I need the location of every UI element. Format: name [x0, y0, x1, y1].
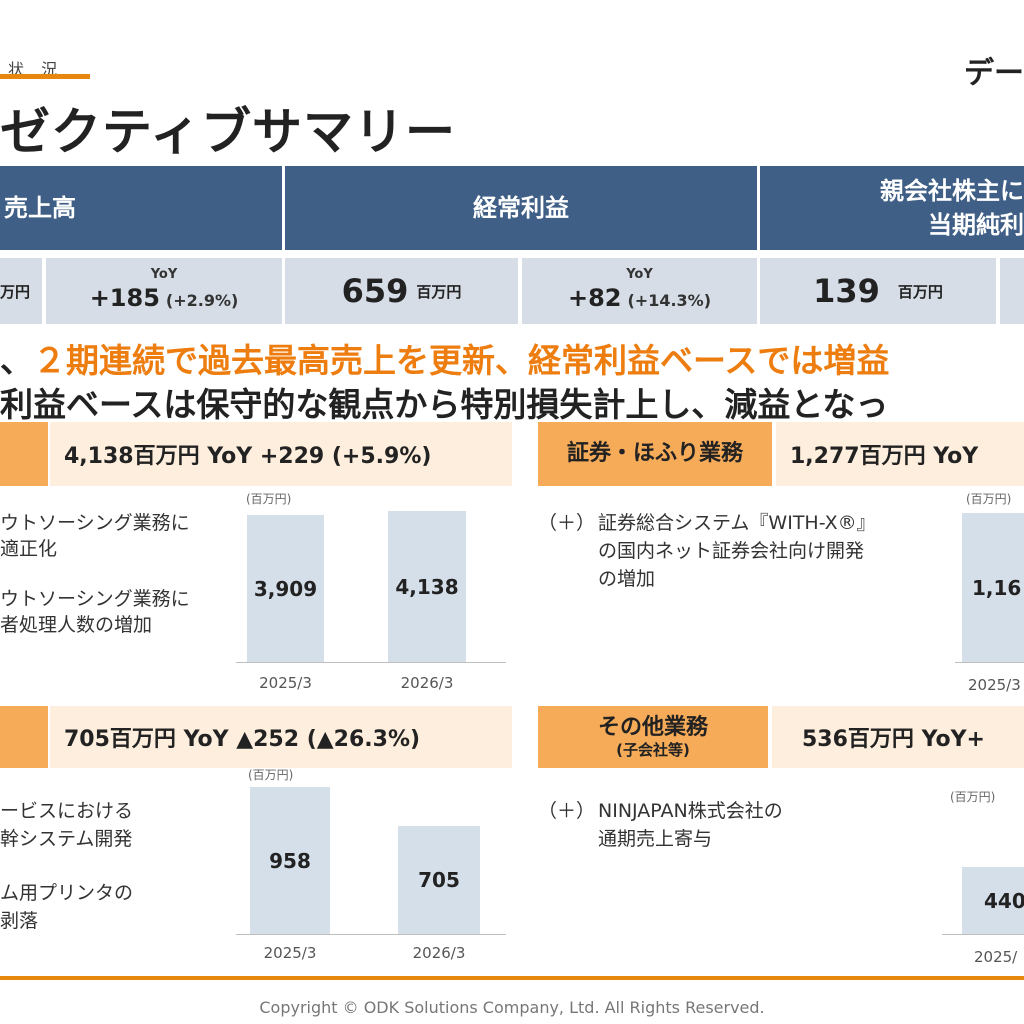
segment2-bullet-marker: （＋） — [538, 512, 596, 534]
chart1-xlabel-2: 2026/3 — [400, 674, 454, 692]
segment1-bullet-3: ウトソーシング業務に — [0, 588, 190, 610]
kpi-net-value: 139 — [813, 272, 880, 310]
chart1-unit-label: (百万円) — [246, 492, 292, 506]
kpi-net-yoy-cell — [1000, 258, 1024, 324]
headline-line1: 、２期連続で過去最高売上を更新、経常利益ベースでは増益 — [0, 334, 889, 382]
chart2-axis — [955, 662, 1024, 663]
kpi-header-sales: 売上高 — [0, 166, 282, 250]
chart1-xlabel-1: 2025/3 — [259, 674, 312, 692]
segment2-name: 証券・ほふり業務 — [538, 422, 772, 486]
kpi-ordinary-value-cell: 659 百万円 — [285, 258, 518, 324]
chart4-bar-1: 440 — [962, 867, 1024, 934]
segment1-name — [0, 422, 48, 486]
kpi-ordinary-yoy-value: +82 — [567, 283, 622, 312]
kpi-sales-unit: 万円 — [0, 282, 31, 301]
kpi-header-net-line1: 親会社株主に — [880, 177, 1024, 205]
chart3-bar-2-label: 705 — [418, 868, 460, 892]
page-title: ゼクティブサマリー — [0, 103, 456, 161]
segment4-name-sub: (子会社等) — [616, 741, 690, 759]
kpi-sales-value-cell: 万円 — [0, 258, 42, 324]
segment2-bullet-2: の国内ネット証券会社向け開発 — [598, 540, 865, 562]
segment3-bullet-1: ービスにおける — [0, 800, 134, 822]
chart4-unit-label: (百万円) — [950, 790, 996, 804]
segment3-bullet-3: ム用プリンタの — [0, 882, 134, 904]
chart3-xlabel-1: 2025/3 — [263, 944, 317, 962]
kpi-sales-yoy-value: +185 — [89, 283, 160, 312]
chart1-bar-1: 3,909 — [247, 515, 324, 662]
chart2-xlabel-1: 2025/3 — [968, 676, 1021, 694]
segment1-value: 4,138百万円 YoY +229 (+5.9%) — [50, 422, 512, 486]
chart3-bar-1: 958 — [250, 787, 330, 934]
segment3-bullet-2: 幹システム開発 — [0, 828, 133, 850]
segment3-bullet-4: 剥落 — [0, 910, 39, 932]
headline-line2: 利益ベースは保守的な観点から特別損失計上し、減益となっ — [0, 385, 889, 424]
chart4-xlabel-1: 2025/ — [974, 948, 1018, 966]
segment1-bullet-2: 適正化 — [0, 538, 58, 560]
segment2-bullet-1: 証券総合システム『WITH-X®』 — [598, 512, 876, 534]
segment4-bullet-2: 通期売上寄与 — [598, 828, 713, 850]
chart4-bar-1-label: 440 — [984, 888, 1024, 913]
chart2-unit-label: (百万円) — [966, 492, 1012, 506]
chart4-axis — [942, 934, 1024, 935]
chart1-axis — [236, 662, 506, 663]
section-underline — [0, 74, 90, 79]
chart1-bar-2-label: 4,138 — [395, 574, 459, 599]
chart3-xlabel-2: 2026/3 — [412, 944, 466, 962]
segment3-name — [0, 706, 48, 768]
copyright: Copyright © ODK Solutions Company, Ltd. … — [259, 998, 765, 1017]
segment1-bullet-4: 者処理人数の増加 — [0, 614, 153, 636]
kpi-header-net: 親会社株主に 当期純利 — [760, 166, 1024, 250]
kpi-net-unit: 百万円 — [897, 282, 943, 301]
chart2-bar-1-label: 1,16 — [972, 575, 1022, 600]
segment4-bullet-1: NINJAPAN株式会社の — [598, 800, 783, 822]
segment4-bullet-marker: （＋） — [538, 800, 596, 822]
kpi-ordinary-value: 659 — [341, 272, 409, 310]
segment2-name-label: 証券・ほふり業務 — [566, 441, 743, 466]
kpi-sales-yoy-pct: (+2.9%) — [165, 290, 239, 310]
chart1-bar-1-label: 3,909 — [253, 576, 318, 601]
kpi-header-ordinary-label: 経常利益 — [473, 194, 569, 222]
chart1-bar-2: 4,138 — [388, 511, 466, 662]
segment4-value: 536百万円 YoY+ — [772, 706, 1024, 768]
segment4-name-label: その他業務 — [597, 715, 708, 740]
kpi-header-sales-label: 売上高 — [4, 194, 76, 222]
kpi-ordinary-yoy-cell: YoY +82 (+14.3%) — [522, 258, 757, 324]
chart3-unit-label: (百万円) — [248, 768, 294, 782]
kpi-net-value-cell: 139 百万円 — [760, 258, 996, 324]
kpi-header-ordinary: 経常利益 — [285, 166, 757, 250]
kpi-sales-yoy-label: YoY — [150, 266, 178, 282]
segment3-value: 705百万円 YoY ▲252 (▲26.3%) — [50, 706, 512, 768]
kpi-ordinary-yoy-pct: (+14.3%) — [627, 290, 712, 310]
chart3-axis — [236, 934, 506, 935]
kpi-header-net-line2: 当期純利 — [928, 211, 1024, 239]
data-label: デー — [964, 56, 1024, 91]
headline-line1-prefix: 、 — [0, 341, 33, 380]
headline-line1-highlight: ２期連続で過去最高売上を更新、経常利益ベースでは増益 — [33, 341, 890, 380]
kpi-ordinary-yoy-label: YoY — [626, 266, 653, 282]
kpi-sales-yoy-cell: YoY +185 (+2.9%) — [46, 258, 282, 324]
kpi-ordinary-unit: 百万円 — [416, 282, 462, 301]
chart3-bar-2: 705 — [398, 826, 480, 934]
chart2-bar-1: 1,16 — [962, 513, 1024, 662]
segment1-bullet-1: ウトソーシング業務に — [0, 512, 190, 534]
segment4-name: その他業務 (子会社等) — [538, 706, 768, 768]
segment2-value: 1,277百万円 YoY — [776, 422, 1024, 486]
chart3-bar-1-label: 958 — [269, 848, 311, 873]
segment2-bullet-3: の増加 — [598, 568, 656, 590]
footer-line — [0, 976, 1024, 980]
